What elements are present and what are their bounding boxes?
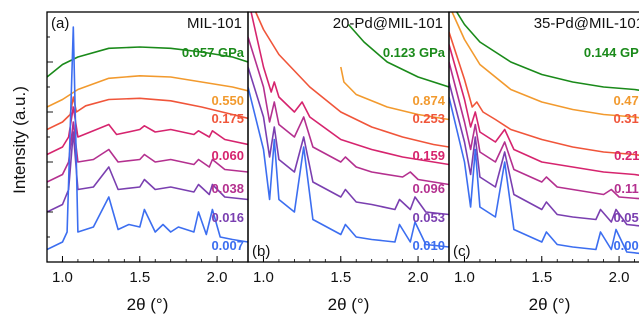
curve-label: 0.010 <box>412 238 445 253</box>
curve-label: 0.550 <box>211 93 244 108</box>
panel-title: 20-Pd@MIL-101 <box>333 15 443 32</box>
series-line <box>248 86 449 248</box>
curve-label: 0.096 <box>412 181 445 196</box>
series-line <box>347 23 449 88</box>
series-line <box>47 121 248 183</box>
panel-title: MIL-101 <box>187 15 242 32</box>
panel-frame <box>448 11 639 263</box>
curve-label: 0.319 <box>613 111 639 126</box>
panel-2: 1.0 1.5 2.0 2θ (°) (b) 20-Pd@MIL-101 0.123 GPa… <box>247 11 450 314</box>
series-line <box>47 46 248 78</box>
curve-label: 0.874 <box>412 93 445 108</box>
series-line <box>47 26 248 251</box>
panel-title: 35-Pd@MIL-101 <box>534 15 639 32</box>
panel-3: 1.0 1.5 2.0 2θ (°) (c) 35-Pd@MIL-101 0.144 GPa… <box>448 11 639 314</box>
curve-label: 0.008 <box>613 238 639 253</box>
curve-label: 0.175 <box>211 111 244 126</box>
y-axis-label: Intensity (a.u.) <box>10 86 29 194</box>
x-tick-label: 2.0 <box>207 269 228 286</box>
series-line <box>449 44 639 177</box>
series-line <box>250 12 449 166</box>
x-axis-label: 2θ (°) <box>328 295 370 314</box>
x-tick-label: 1.5 <box>129 269 150 286</box>
x-tick-label: 1.0 <box>52 269 73 286</box>
curve-label: 0.050 <box>613 210 639 225</box>
curve-label: 0.060 <box>211 148 244 163</box>
x-tick-label: 1.5 <box>330 269 351 286</box>
series-line <box>248 66 449 216</box>
curve-label: 0.007 <box>211 238 244 253</box>
curve-label: 0.123 GPa <box>383 45 446 60</box>
series-line <box>47 96 248 131</box>
series-line <box>449 81 639 227</box>
panel-1: 1.0 1.5 2.0 2θ (°) (a) MIL-101 0.057 GPa 0.550 0… <box>46 11 249 314</box>
series-line <box>248 36 449 186</box>
curve-label: 0.253 <box>412 111 445 126</box>
series-line <box>451 12 639 119</box>
x-axis-label: 2θ (°) <box>127 295 169 314</box>
series-line <box>449 61 639 200</box>
series-line <box>47 106 248 156</box>
series-group <box>47 26 248 251</box>
x-tick-label: 1.5 <box>531 269 552 286</box>
x-axis-label: 2θ (°) <box>529 295 571 314</box>
curve-label: 0.016 <box>211 210 244 225</box>
series-group <box>248 12 449 248</box>
series-line <box>47 131 248 213</box>
x-tick-label: 1.0 <box>454 269 475 286</box>
curve-label: 0.211 <box>614 148 639 163</box>
curve-label: 0.057 GPa <box>182 45 245 60</box>
series-line <box>449 96 639 255</box>
curve-label: 0.144 GPa <box>584 45 639 60</box>
curve-label: 0.038 <box>211 181 244 196</box>
series-group <box>449 12 639 255</box>
curve-label: 0.053 <box>412 210 445 225</box>
series-line <box>254 12 449 148</box>
series-line <box>449 31 639 157</box>
panel-label: (c) <box>453 243 471 260</box>
x-tick-label: 1.0 <box>253 269 274 286</box>
x-tick-label: 2.0 <box>408 269 429 286</box>
series-line <box>456 12 639 92</box>
curve-label: 0.118 <box>614 181 639 196</box>
panel-label: (a) <box>51 15 69 32</box>
x-tick-label: 2.0 <box>609 269 630 286</box>
curve-label: 0.472 <box>613 93 639 108</box>
curve-label: 0.159 <box>412 148 445 163</box>
series-line <box>340 66 449 121</box>
series-line <box>47 75 248 108</box>
panel-label: (b) <box>252 243 270 260</box>
